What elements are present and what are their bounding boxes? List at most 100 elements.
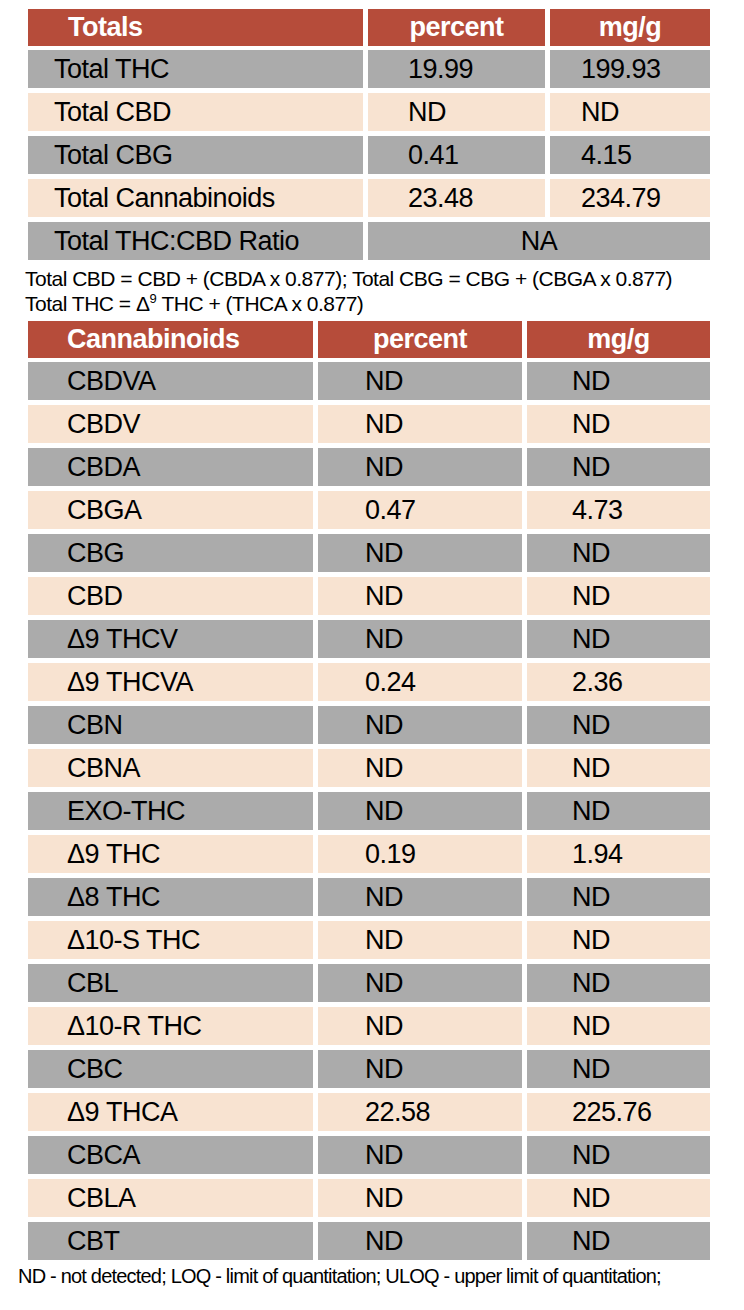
table-row: CBT ND ND	[28, 1222, 710, 1260]
mgg-header-cell: mg/g	[550, 9, 710, 46]
table-row: CBG ND ND	[28, 534, 710, 572]
table-row: CBCA ND ND	[28, 1136, 710, 1174]
percent-value: ND	[318, 405, 522, 443]
cannabinoids-header-cell: Cannabinoids	[28, 321, 313, 358]
cannabinoid-name: CBDVA	[28, 362, 313, 400]
mgg-value: ND	[527, 878, 710, 916]
table-row: CBDV ND ND	[28, 405, 710, 443]
footnote-line-2-prefix: Total THC = Δ	[25, 292, 149, 315]
table-row: Total CBD ND ND	[28, 93, 710, 131]
table-row: Δ10-R THC ND ND	[28, 1007, 710, 1045]
mgg-value: 1.94	[527, 835, 710, 873]
cannabinoid-name: Δ9 THCV	[28, 620, 313, 658]
percent-value: 23.48	[368, 179, 545, 217]
total-name: Total Cannabinoids	[28, 179, 363, 217]
cannabinoid-name: Δ10-R THC	[28, 1007, 313, 1045]
percent-value: ND	[318, 577, 522, 615]
cannabinoid-name: CBCA	[28, 1136, 313, 1174]
table-row: CBLA ND ND	[28, 1179, 710, 1217]
percent-value: ND	[318, 1136, 522, 1174]
mgg-value: ND	[527, 964, 710, 1002]
percent-value: ND	[318, 792, 522, 830]
table-row: Total THC 19.99 199.93	[28, 50, 710, 88]
percent-value: 22.58	[318, 1093, 522, 1131]
mgg-value: 2.36	[527, 663, 710, 701]
table-row: CBGA 0.47 4.73	[28, 491, 710, 529]
percent-value: ND	[318, 749, 522, 787]
total-name: Total THC	[28, 50, 363, 88]
cannabinoid-name: Δ9 THCVA	[28, 663, 313, 701]
percent-value: 0.24	[318, 663, 522, 701]
cannabinoid-name: Δ9 THC	[28, 835, 313, 873]
mgg-value: 225.76	[527, 1093, 710, 1131]
table-row: CBC ND ND	[28, 1050, 710, 1088]
cannabinoid-name: CBNA	[28, 749, 313, 787]
percent-value: ND	[318, 534, 522, 572]
percent-value: ND	[318, 1050, 522, 1088]
cannabinoid-name: CBL	[28, 964, 313, 1002]
table-row: CBDVA ND ND	[28, 362, 710, 400]
percent-header-cell: percent	[318, 321, 522, 358]
footnote-line-2-suffix: THC + (THCA x 0.877)	[156, 292, 363, 315]
percent-value: ND	[318, 448, 522, 486]
cannabinoid-name: CBD	[28, 577, 313, 615]
ratio-row: Total THC:CBD Ratio NA	[28, 222, 710, 260]
percent-value: ND	[318, 1007, 522, 1045]
cannabinoid-name: CBN	[28, 706, 313, 744]
cannabinoids-table: Cannabinoids percent mg/g CBDVA ND ND CB…	[28, 321, 710, 1260]
mgg-value: ND	[527, 577, 710, 615]
mgg-value: ND	[527, 921, 710, 959]
table-row: Δ9 THC 0.19 1.94	[28, 835, 710, 873]
totals-header-cell: Totals	[28, 9, 363, 46]
percent-header-cell: percent	[368, 9, 545, 46]
percent-value: ND	[318, 1179, 522, 1217]
cannabinoid-name: EXO-THC	[28, 792, 313, 830]
percent-value: ND	[318, 362, 522, 400]
mgg-value: ND	[550, 93, 710, 131]
percent-value: ND	[368, 93, 545, 131]
totals-header-row: Totals percent mg/g	[28, 9, 710, 46]
mgg-value: 234.79	[550, 179, 710, 217]
footnote-line-1: Total CBD = CBD + (CBDA x 0.877); Total …	[25, 266, 744, 291]
table-row: Δ10-S THC ND ND	[28, 921, 710, 959]
mgg-value: ND	[527, 792, 710, 830]
table-row: Δ9 THCVA 0.24 2.36	[28, 663, 710, 701]
mgg-value: ND	[527, 620, 710, 658]
totals-footnotes: Total CBD = CBD + (CBDA x 0.877); Total …	[25, 266, 744, 316]
lab-report-page: Totals percent mg/g Total THC 19.99 199.…	[0, 0, 744, 1288]
mgg-value: ND	[527, 1222, 710, 1260]
mgg-value: ND	[527, 448, 710, 486]
table-row: Δ9 THCA 22.58 225.76	[28, 1093, 710, 1131]
table-row: CBDA ND ND	[28, 448, 710, 486]
mgg-value: ND	[527, 534, 710, 572]
cannabinoid-name: CBDV	[28, 405, 313, 443]
table-row: CBL ND ND	[28, 964, 710, 1002]
cannabinoid-name: Δ8 THC	[28, 878, 313, 916]
mgg-value: ND	[527, 706, 710, 744]
cannabinoid-name: CBC	[28, 1050, 313, 1088]
table-row: CBN ND ND	[28, 706, 710, 744]
cannabinoid-name: CBDA	[28, 448, 313, 486]
cannabinoids-header-row: Cannabinoids percent mg/g	[28, 321, 710, 358]
table-row: Total CBG 0.41 4.15	[28, 136, 710, 174]
table-row: Total Cannabinoids 23.48 234.79	[28, 179, 710, 217]
mgg-value: ND	[527, 749, 710, 787]
percent-value: 0.47	[318, 491, 522, 529]
percent-value: ND	[318, 620, 522, 658]
total-name: Total CBG	[28, 136, 363, 174]
table-row: EXO-THC ND ND	[28, 792, 710, 830]
table-row: Δ9 THCV ND ND	[28, 620, 710, 658]
footnote-line-2: Total THC = Δ9 THC + (THCA x 0.877)	[25, 291, 744, 316]
percent-value: ND	[318, 1222, 522, 1260]
total-name: Total CBD	[28, 93, 363, 131]
percent-value: 19.99	[368, 50, 545, 88]
percent-value: ND	[318, 921, 522, 959]
totals-table: Totals percent mg/g Total THC 19.99 199.…	[28, 9, 710, 260]
percent-value: 0.19	[318, 835, 522, 873]
mgg-value: 4.15	[550, 136, 710, 174]
cannabinoid-name: CBG	[28, 534, 313, 572]
mgg-value: ND	[527, 362, 710, 400]
percent-value: 0.41	[368, 136, 545, 174]
mgg-header-cell: mg/g	[527, 321, 710, 358]
percent-value: ND	[318, 706, 522, 744]
